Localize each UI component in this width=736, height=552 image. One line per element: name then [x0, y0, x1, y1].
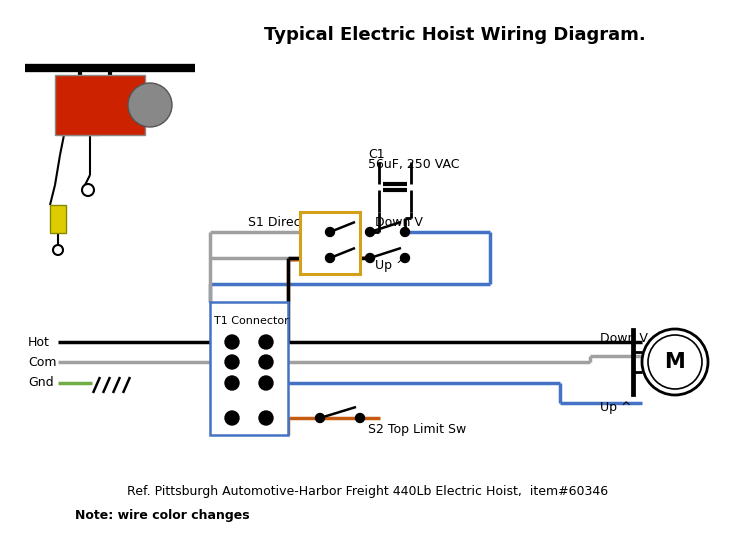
Circle shape — [325, 227, 334, 236]
Circle shape — [400, 227, 409, 236]
Circle shape — [259, 355, 273, 369]
Circle shape — [400, 253, 409, 263]
Circle shape — [642, 329, 708, 395]
Circle shape — [325, 253, 334, 263]
Text: Note: wire color changes: Note: wire color changes — [75, 508, 250, 522]
Circle shape — [366, 227, 375, 236]
Circle shape — [225, 376, 239, 390]
Text: Com: Com — [28, 355, 57, 369]
Circle shape — [366, 253, 375, 263]
Circle shape — [53, 245, 63, 255]
Text: Down V: Down V — [375, 216, 423, 230]
Circle shape — [355, 413, 364, 422]
Text: Ref. Pittsburgh Automotive-Harbor Freight 440Lb Electric Hoist,  item#60346: Ref. Pittsburgh Automotive-Harbor Freigh… — [127, 486, 609, 498]
Text: 56uF, 250 VAC: 56uF, 250 VAC — [368, 158, 459, 171]
Bar — [50, 205, 66, 233]
Text: Hot: Hot — [28, 336, 50, 348]
Circle shape — [259, 376, 273, 390]
Text: M: M — [665, 352, 685, 372]
Text: T1 Connector: T1 Connector — [214, 316, 289, 326]
Bar — [632, 329, 634, 395]
Circle shape — [225, 355, 239, 369]
Text: S1 Directional Sw: S1 Directional Sw — [248, 215, 358, 229]
Circle shape — [128, 83, 172, 127]
Circle shape — [225, 335, 239, 349]
Bar — [210, 302, 288, 435]
Text: C1: C1 — [368, 148, 385, 161]
Circle shape — [259, 335, 273, 349]
Bar — [55, 75, 145, 135]
Circle shape — [316, 413, 325, 422]
Bar — [300, 212, 360, 274]
Circle shape — [259, 411, 273, 425]
Text: Typical Electric Hoist Wiring Diagram.: Typical Electric Hoist Wiring Diagram. — [264, 26, 646, 44]
Text: Down V: Down V — [600, 332, 648, 344]
Circle shape — [648, 335, 702, 389]
Circle shape — [225, 411, 239, 425]
Text: S2 Top Limit Sw: S2 Top Limit Sw — [368, 423, 466, 437]
Text: Up ^: Up ^ — [375, 259, 406, 273]
Circle shape — [82, 184, 94, 196]
Text: Up ^: Up ^ — [600, 401, 631, 413]
Text: Gnd: Gnd — [28, 376, 54, 390]
